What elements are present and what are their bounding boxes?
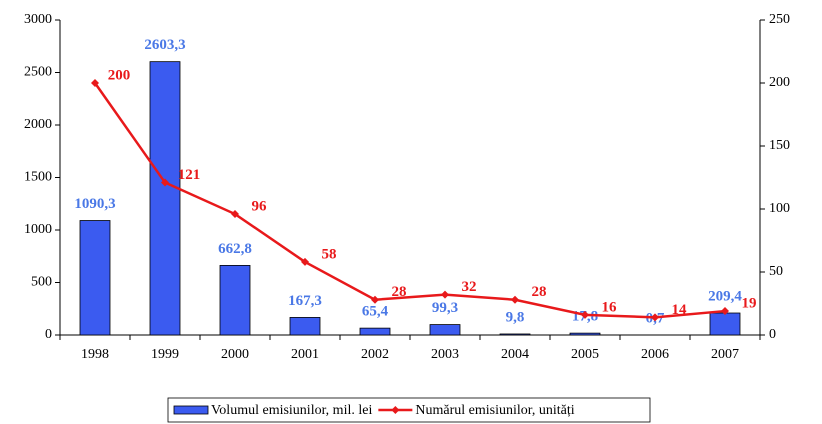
bar-value-label: 2603,3 <box>144 37 185 53</box>
line-value-label: 28 <box>392 284 407 300</box>
y-tick-label: 0 <box>45 327 52 342</box>
line-marker <box>91 79 99 87</box>
y2-tick-label: 150 <box>769 138 790 153</box>
line-value-label: 19 <box>742 295 757 311</box>
bar-value-label: 209,4 <box>708 288 742 304</box>
bar <box>429 324 461 336</box>
bar-value-label: 99,3 <box>432 300 458 316</box>
bar-value-label: 662,8 <box>218 241 252 257</box>
line-marker <box>441 290 449 299</box>
line-marker <box>371 295 379 304</box>
x-tick-label: 1998 <box>81 347 109 362</box>
legend-swatch <box>173 405 209 415</box>
legend-marker <box>391 406 400 414</box>
line-marker <box>581 310 589 319</box>
line-marker <box>161 178 169 187</box>
bar-value-label: 167,3 <box>288 293 322 309</box>
y-tick-label: 3000 <box>24 12 52 27</box>
bar <box>359 327 391 336</box>
x-tick-label: 2006 <box>641 347 669 362</box>
line-value-label: 121 <box>178 167 201 183</box>
line-marker <box>511 295 519 304</box>
x-tick-label: 2003 <box>431 347 459 362</box>
line-value-label: 28 <box>532 284 547 300</box>
bar <box>149 61 181 336</box>
x-tick-label: 2004 <box>501 347 529 362</box>
x-tick-label: 2005 <box>571 347 599 362</box>
line-value-label: 96 <box>252 198 268 214</box>
y2-tick-label: 200 <box>769 75 790 90</box>
y-tick-label: 500 <box>31 275 52 290</box>
y2-tick-label: 250 <box>769 12 790 27</box>
line-marker <box>651 313 659 322</box>
x-tick-label: 1999 <box>151 347 179 362</box>
line-value-label: 200 <box>108 67 131 83</box>
x-tick-label: 2001 <box>291 347 319 362</box>
y-tick-label: 2000 <box>24 117 52 132</box>
line-marker <box>301 257 309 266</box>
x-tick-label: 2000 <box>221 347 249 362</box>
line-marker <box>231 210 239 219</box>
y2-tick-label: 50 <box>769 264 783 279</box>
y-tick-label: 2500 <box>24 65 52 80</box>
x-tick-label: 2007 <box>711 347 739 362</box>
bar-value-label: 9,8 <box>506 309 525 325</box>
bar <box>499 333 531 336</box>
bar-value-label: 1090,3 <box>74 196 115 212</box>
line-marker <box>721 307 729 316</box>
bar <box>289 317 321 336</box>
bar <box>569 332 601 336</box>
line <box>93 82 726 319</box>
y2-tick-label: 100 <box>769 201 790 216</box>
bar <box>79 220 111 336</box>
y2-tick-label: 0 <box>769 327 776 342</box>
line-value-label: 16 <box>602 299 618 315</box>
bar <box>709 312 741 336</box>
legend-label: Numărul emisiunilor, unități <box>415 403 574 418</box>
line-value-label: 32 <box>462 279 477 295</box>
line-value-label: 14 <box>672 302 688 318</box>
y-tick-label: 1500 <box>24 170 52 185</box>
x-tick-label: 2002 <box>361 347 389 362</box>
line-value-label: 58 <box>322 246 337 262</box>
y-tick-label: 1000 <box>24 222 52 237</box>
legend-label: Volumul emisiunilor, mil. lei <box>211 403 372 418</box>
bar <box>219 265 251 336</box>
bar-value-label: 65,4 <box>362 304 389 320</box>
